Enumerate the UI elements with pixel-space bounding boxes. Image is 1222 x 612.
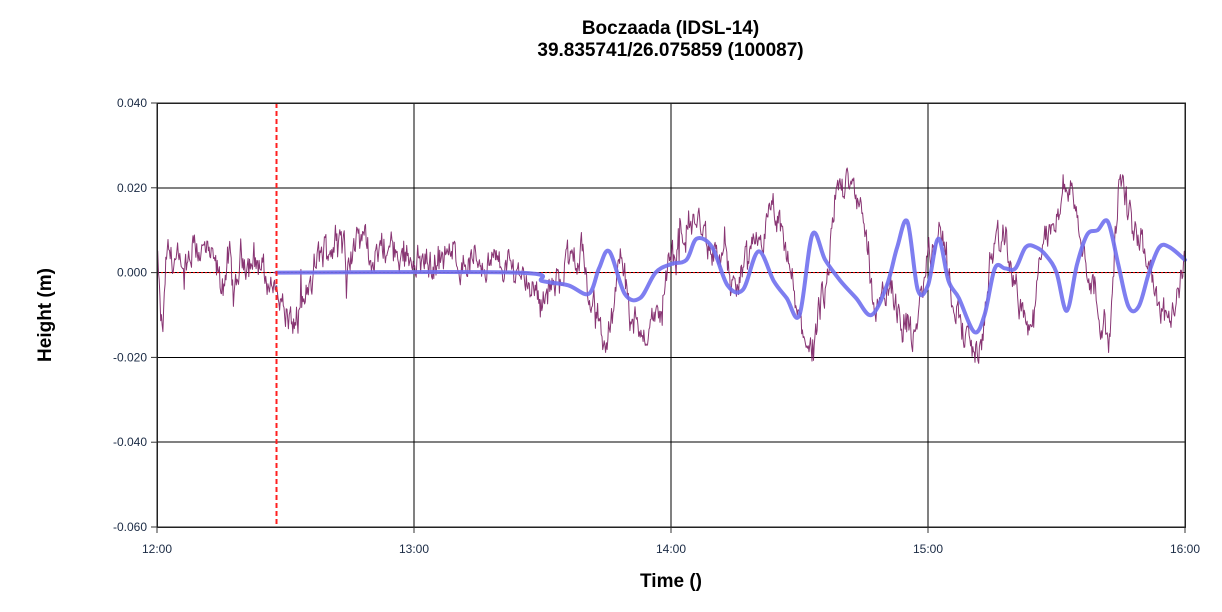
chart-subtitle: 39.835741/26.075859 (100087)	[537, 40, 804, 61]
smoothed-height-series	[274, 218, 1187, 335]
x-tick-label: 15:00	[913, 542, 943, 556]
y-tick-label: -0.060	[113, 520, 147, 534]
grid-lines	[156, 102, 1186, 528]
y-tick-label: 0.020	[117, 181, 147, 195]
y-tick-label: -0.020	[113, 350, 147, 364]
chart-title-main: Boczaada (IDSL-14)	[581, 18, 760, 39]
x-axis-label: Time ()	[640, 571, 702, 592]
y-tick-label: 0.040	[117, 96, 147, 110]
x-tick-label: 16:00	[1170, 542, 1200, 556]
y-axis-ticks: 0.040 0.020 0.000 -0.020 -0.040 -0.060	[113, 96, 157, 534]
y-tick-label: -0.040	[113, 435, 147, 449]
x-tick-label: 14:00	[656, 542, 686, 556]
chart-title: Boczaada (IDSL-14) 39.835741/26.075859 (…	[0, 18, 1222, 62]
x-tick-label: 13:00	[399, 542, 429, 556]
data-series	[156, 167, 1187, 364]
x-tick-label: 12:00	[142, 542, 172, 556]
x-axis-ticks: 12:00 13:00 14:00 15:00 16:00	[142, 527, 1200, 556]
raw-height-series	[156, 167, 1186, 364]
y-tick-label: 0.000	[117, 266, 147, 280]
